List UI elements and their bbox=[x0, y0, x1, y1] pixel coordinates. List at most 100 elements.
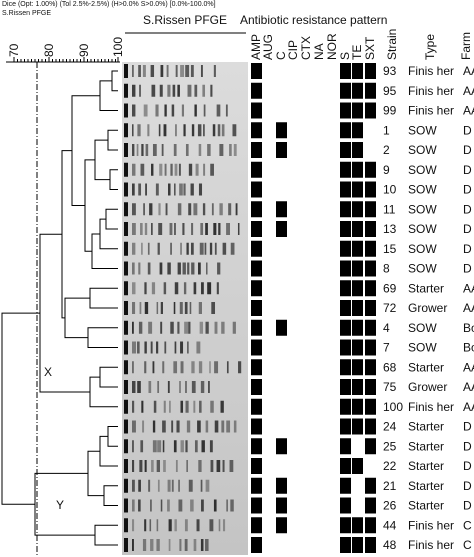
resistance-cell bbox=[251, 438, 262, 455]
gel-well bbox=[124, 399, 128, 414]
tree-branch bbox=[87, 327, 118, 348]
gel-band bbox=[191, 223, 194, 235]
gel-band bbox=[184, 302, 188, 314]
gel-band bbox=[170, 163, 173, 176]
gel-band bbox=[198, 361, 203, 374]
gel-band bbox=[167, 381, 170, 393]
resistance-cell bbox=[340, 537, 351, 553]
gel-band bbox=[178, 163, 181, 176]
gel-band bbox=[210, 400, 214, 413]
gel-band bbox=[199, 242, 204, 255]
gel-band bbox=[151, 163, 154, 176]
gel-band bbox=[175, 124, 177, 137]
gel-band bbox=[182, 223, 185, 235]
gel-band bbox=[198, 460, 202, 472]
farm-label: D bbox=[463, 479, 472, 493]
gel-band bbox=[132, 262, 135, 275]
gel-band bbox=[132, 420, 136, 433]
gel-band bbox=[180, 440, 184, 453]
gel-band bbox=[148, 479, 151, 492]
resistance-cell bbox=[276, 497, 287, 514]
gel-band bbox=[156, 302, 159, 314]
resistance-cell bbox=[365, 221, 376, 237]
farm-label: D bbox=[463, 420, 472, 434]
gel-band bbox=[221, 124, 225, 137]
gel-band bbox=[198, 144, 202, 156]
gel-band bbox=[175, 65, 178, 77]
gel-band bbox=[205, 262, 208, 275]
gel-band bbox=[183, 124, 186, 137]
gel-band bbox=[194, 84, 198, 97]
gel-band bbox=[177, 84, 180, 97]
strain-label: 69 bbox=[383, 281, 397, 295]
gel-band bbox=[216, 104, 221, 117]
strain-label: 25 bbox=[383, 439, 397, 453]
farm-label: D bbox=[463, 222, 472, 236]
gel-band bbox=[132, 203, 136, 216]
farm-label: D bbox=[463, 439, 472, 453]
tree-branch bbox=[84, 159, 95, 252]
strain-label: 7 bbox=[383, 341, 390, 355]
strain-label: 21 bbox=[383, 479, 397, 493]
resistance-cell bbox=[352, 201, 363, 218]
gel-band bbox=[214, 321, 218, 334]
gel-band bbox=[160, 65, 164, 77]
farm-label: AA bbox=[463, 281, 474, 295]
gel-well bbox=[124, 320, 128, 335]
resistance-cell bbox=[365, 102, 376, 119]
gel-well bbox=[124, 162, 128, 177]
resistance-cell bbox=[251, 260, 262, 277]
gel-band bbox=[179, 539, 182, 551]
gel-band bbox=[229, 460, 234, 472]
gel-band bbox=[200, 65, 203, 77]
farm-label: D bbox=[463, 242, 472, 256]
gel-band bbox=[168, 539, 171, 551]
gel-band bbox=[143, 104, 148, 117]
tree-branch bbox=[34, 472, 95, 536]
gel-band bbox=[157, 381, 160, 393]
gel-band bbox=[225, 104, 228, 117]
gel-band bbox=[180, 65, 185, 77]
gel-band bbox=[174, 183, 176, 196]
strain-label: 93 bbox=[383, 64, 397, 78]
resistance-cell bbox=[352, 418, 363, 435]
resistance-cell bbox=[276, 122, 287, 139]
gel-band bbox=[198, 183, 203, 196]
gel-band bbox=[226, 223, 231, 235]
tree-branch bbox=[1, 312, 40, 505]
type-label: SOW bbox=[408, 123, 437, 137]
tree-branch bbox=[94, 524, 118, 546]
antibiotic-header: AUG bbox=[261, 34, 275, 60]
gel-band bbox=[191, 361, 195, 374]
scale-tick-label: 90 bbox=[77, 43, 91, 57]
resistance-cell bbox=[352, 142, 363, 158]
gel-band bbox=[132, 144, 135, 156]
resistance-cell bbox=[352, 240, 363, 257]
resistance-cell bbox=[365, 418, 376, 435]
gel-band bbox=[132, 400, 135, 413]
gel-band bbox=[187, 341, 189, 354]
gel-band bbox=[162, 420, 166, 433]
gel-band bbox=[142, 65, 146, 77]
gel-band bbox=[162, 440, 165, 453]
method-text: Dice (Opt: 1.00%) (Tol 2.5%-2.5%) (H>0.0… bbox=[2, 1, 216, 8]
gel-band bbox=[203, 124, 205, 137]
gel-band bbox=[174, 223, 176, 235]
resistance-cell bbox=[340, 82, 351, 99]
gel-band bbox=[182, 262, 186, 275]
gel-band bbox=[144, 302, 149, 314]
resistance-cell bbox=[365, 398, 376, 415]
gel-band bbox=[132, 499, 135, 512]
gel-band bbox=[151, 223, 153, 235]
resistance-cell bbox=[340, 497, 351, 514]
farm-label: D bbox=[463, 123, 472, 137]
gel-band bbox=[168, 519, 172, 532]
gel-band bbox=[201, 282, 204, 295]
resistance-cell bbox=[251, 497, 262, 514]
gel-band bbox=[216, 282, 219, 295]
gel-band bbox=[185, 400, 189, 413]
resistance-cell bbox=[251, 418, 262, 435]
gel-band bbox=[198, 302, 202, 314]
resistance-cell bbox=[352, 102, 363, 119]
